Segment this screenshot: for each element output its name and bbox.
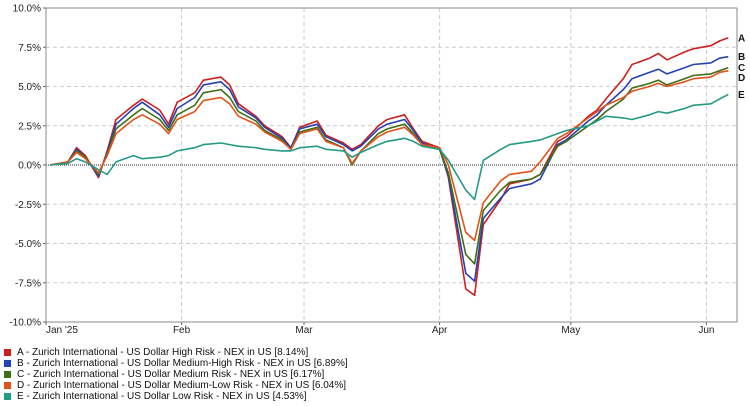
legend-item-c: C - Zurich International - US Dollar Med…: [4, 369, 348, 380]
plot-frame: [45, 7, 738, 323]
series-line-a: [50, 37, 729, 297]
series-line-d: [50, 70, 729, 242]
grid: [46, 7, 737, 323]
series-end-label-c: C: [738, 63, 745, 74]
series-line-b: [50, 55, 729, 283]
series-end-label-b: B: [738, 52, 745, 63]
y-tick-label: 5.0%: [18, 82, 41, 93]
y-tick-label: -5.0%: [15, 239, 41, 250]
x-tick-label: May: [561, 325, 580, 336]
legend-label: A - Zurich International - US Dollar Hig…: [17, 347, 309, 358]
x-tick-label: Jan '25: [46, 325, 78, 336]
x-tick-label: Mar: [295, 325, 313, 336]
legend-item-d: D - Zurich International - US Dollar Med…: [4, 380, 348, 391]
series-end-label-a: A: [738, 33, 745, 44]
x-tick-label: Feb: [173, 325, 191, 336]
series-line-c: [50, 66, 729, 265]
y-tick-label: 2.5%: [18, 121, 41, 132]
line-chart: 10.0% 7.5% 5.0% 2.5% 0.0% -2.5% -5.0% -7.5% -10.…: [9, 4, 745, 337]
y-tick-label: -2.5%: [15, 200, 41, 211]
x-tick-label: Jun: [698, 325, 714, 336]
legend-item-a: A - Zurich International - US Dollar Hig…: [4, 347, 348, 358]
y-tick-label: -7.5%: [15, 278, 41, 289]
series-lines: [50, 37, 729, 297]
legend-label: D - Zurich International - US Dollar Med…: [17, 380, 346, 391]
legend-item-e: E - Zurich International - US Dollar Low…: [4, 391, 348, 402]
series-end-label-e: E: [738, 90, 745, 101]
legend-swatch: [4, 382, 11, 389]
y-tick-label: 10.0%: [13, 4, 41, 15]
legend-swatch: [4, 360, 11, 367]
legend-label: E - Zurich International - US Dollar Low…: [17, 391, 307, 402]
series-end-label-d: D: [738, 73, 745, 84]
legend-swatch: [4, 371, 11, 378]
y-tick-label: -10.0%: [9, 318, 41, 329]
legend-label: B - Zurich International - US Dollar Med…: [17, 358, 348, 369]
legend: A - Zurich International - US Dollar Hig…: [4, 347, 348, 402]
x-axis: Jan '25 Feb Mar Apr May Jun: [45, 322, 714, 336]
legend-swatch: [4, 393, 11, 400]
y-axis: 10.0% 7.5% 5.0% 2.5% 0.0% -2.5% -5.0% -7.5% -10.…: [9, 4, 46, 329]
y-tick-label: 0.0%: [18, 161, 41, 172]
series-line-e: [50, 93, 729, 201]
legend-label: C - Zurich International - US Dollar Med…: [17, 369, 325, 380]
legend-swatch: [4, 349, 11, 356]
x-tick-label: Apr: [432, 325, 448, 336]
y-tick-label: 7.5%: [18, 43, 41, 54]
legend-item-b: B - Zurich International - US Dollar Med…: [4, 358, 348, 369]
